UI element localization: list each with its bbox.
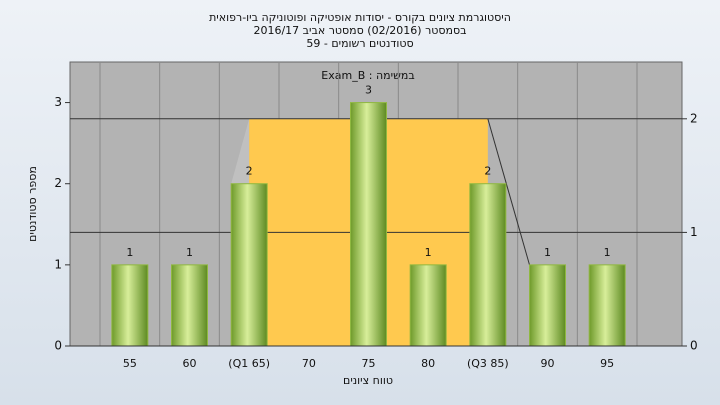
whisker-line — [487, 118, 530, 265]
data-label: 1 — [186, 246, 193, 259]
chart-subtitle: בסמסטר (02/2016) סמסטר אביב 2016/17 — [253, 24, 466, 37]
x-tick-label: (Q3 85) — [467, 357, 509, 370]
data-label: 2 — [246, 165, 253, 178]
chart-subtitle: סטודנטים רשומים - 59 — [306, 37, 413, 50]
x-tick-label: 80 — [421, 357, 435, 370]
x-axis-label: טווח ציונים — [343, 374, 393, 387]
annotation: Exam_B : במשימה — [321, 69, 414, 82]
bar — [409, 264, 447, 347]
y-tick-label: 1 — [54, 257, 62, 271]
bar — [529, 264, 566, 347]
y-tick-label: 2 — [54, 176, 62, 190]
data-label: 2 — [484, 165, 491, 178]
data-label: 1 — [425, 246, 432, 259]
bar — [171, 264, 208, 347]
x-tick-label: 60 — [183, 357, 197, 370]
bar — [111, 264, 149, 347]
bar — [230, 183, 268, 347]
x-tick-label: 90 — [541, 357, 555, 370]
chart-title: היסטוגרמת ציונים בקורס - יסודות אופטיקה … — [209, 11, 511, 24]
y-axis-label: מספר סטודנטים — [26, 166, 39, 242]
x-tick-label: 70 — [302, 357, 316, 370]
data-label: 1 — [544, 246, 551, 259]
x-tick-label: 55 — [123, 357, 137, 370]
data-label: 1 — [126, 246, 133, 259]
data-label: 1 — [604, 246, 611, 259]
x-tick-label: 75 — [362, 357, 376, 370]
bar — [350, 102, 387, 347]
y2-tick-label: 2 — [690, 111, 698, 125]
y2-tick-label: 0 — [690, 339, 698, 353]
y-tick-label: 3 — [54, 95, 62, 109]
bar — [588, 264, 626, 347]
x-tick-label: 95 — [600, 357, 614, 370]
y2-tick-label: 1 — [690, 225, 698, 239]
bar — [469, 183, 507, 347]
data-label: 3 — [365, 84, 372, 97]
y-tick-label: 0 — [54, 339, 62, 353]
x-tick-label: (Q1 65) — [228, 357, 270, 370]
